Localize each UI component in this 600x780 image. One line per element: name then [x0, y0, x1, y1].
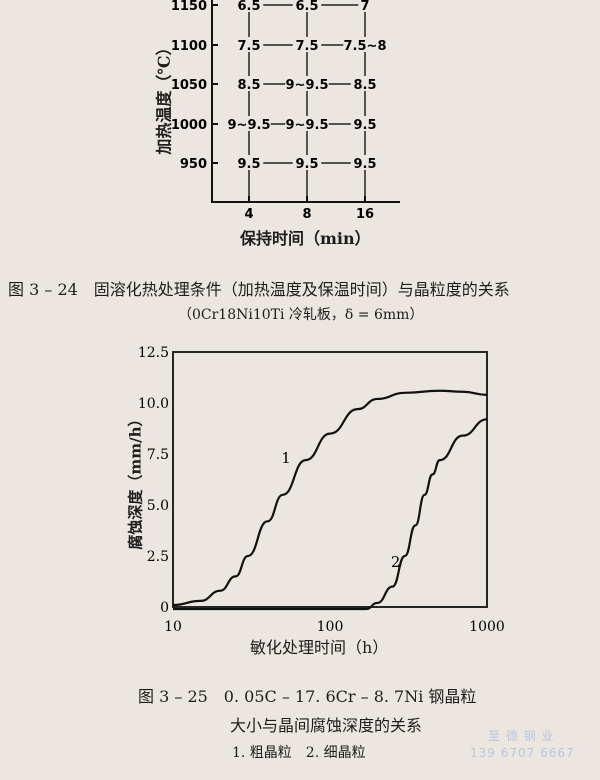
grain-size-value: 8.5	[353, 78, 376, 93]
y-tick-label: 1150	[171, 0, 207, 14]
fig25-x-label: 敏化处理时间（h）	[250, 638, 389, 657]
y-tick-label: 950	[180, 157, 207, 172]
y-tick-label: 10.0	[138, 396, 169, 412]
fig25-caption-line2: 大小与晶间腐蚀深度的关系	[230, 716, 423, 735]
grain-size-value: 7.5	[237, 39, 260, 54]
y-tick-label: 5.0	[147, 498, 169, 514]
x-tick-label: 8	[302, 207, 311, 222]
cell-bg	[227, 116, 271, 131]
watermark-company: 至 德 钢 业	[488, 729, 555, 743]
cell-bg	[358, 0, 372, 12]
cell-bg	[234, 37, 264, 52]
cell-bg	[292, 155, 322, 170]
x-tick-label: 1000	[469, 619, 505, 635]
y-tick-label: 12.5	[138, 345, 169, 361]
fig25-legend: 1. 粗晶粒 2. 细晶粒	[232, 745, 366, 761]
cell-bg	[292, 0, 322, 12]
grain-size-value: 9~9.5	[286, 118, 329, 133]
cell-bg	[234, 155, 264, 170]
cell-bg	[292, 37, 322, 52]
series-1-label: 1	[281, 449, 291, 467]
grain-size-value: 9.5	[237, 157, 260, 172]
cell-bg	[350, 76, 380, 91]
grain-size-table-chart: 1150 1100 1050 1000 950 4 8 16 6.5 6.5 7 7.5 7.5 7.5~…	[171, 0, 400, 222]
grain-size-value: 6.5	[237, 0, 260, 14]
grain-size-value: 8.5	[237, 78, 260, 93]
y-tick-label: 2.5	[147, 549, 169, 565]
cell-bg	[350, 116, 380, 131]
fig24-axes	[211, 0, 400, 203]
cell-bg	[343, 37, 387, 52]
y-tick-label: 0	[160, 600, 169, 616]
series-2-label: 2	[391, 553, 401, 571]
y-tick-label: 1000	[171, 118, 207, 133]
grain-size-value: 7.5~8	[344, 39, 387, 54]
grain-size-value: 7	[360, 0, 369, 14]
y-tick-label: 7.5	[147, 447, 169, 463]
y-tick-label: 1050	[171, 78, 207, 93]
y-tick-label: 1100	[171, 39, 207, 54]
grain-size-value: 9.5	[353, 118, 376, 133]
plot-frame	[172, 351, 488, 608]
series-1-line	[172, 389, 488, 607]
x-tick-label: 16	[356, 207, 374, 222]
fig24-x-label: 保持时间（min）	[240, 229, 371, 248]
grain-size-value: 9.5	[295, 157, 318, 172]
grain-size-value: 7.5	[295, 39, 318, 54]
grain-size-value: 9~9.5	[286, 78, 329, 93]
fig25-y-label: 腐蚀深度（mm/h）	[126, 411, 145, 550]
cell-bg	[234, 0, 264, 12]
grain-size-value: 9~9.5	[228, 118, 271, 133]
x-tick-label: 100	[317, 619, 344, 635]
grain-size-value: 9.5	[353, 157, 376, 172]
fig24-subcaption: （0Cr18Ni10Ti 冷轧板，δ = 6mm）	[178, 307, 424, 323]
cell-bg	[285, 76, 329, 91]
fig24-caption: 图 3 – 24 固溶化热处理条件（加热温度及保温时间）与晶粒度的关系	[8, 280, 510, 299]
x-tick-label: 10	[164, 619, 182, 635]
cell-bg	[350, 155, 380, 170]
cell-bg	[285, 116, 329, 131]
cell-bg	[234, 76, 264, 91]
x-tick-label: 4	[244, 207, 253, 222]
watermark-phone: 139 6707 6667	[470, 746, 575, 760]
fig25-caption-line1: 图 3 – 25 0. 05C – 17. 6Cr – 8. 7Ni 钢晶粒	[138, 687, 477, 706]
grain-size-value: 6.5	[295, 0, 318, 14]
series-2-line	[173, 418, 488, 611]
